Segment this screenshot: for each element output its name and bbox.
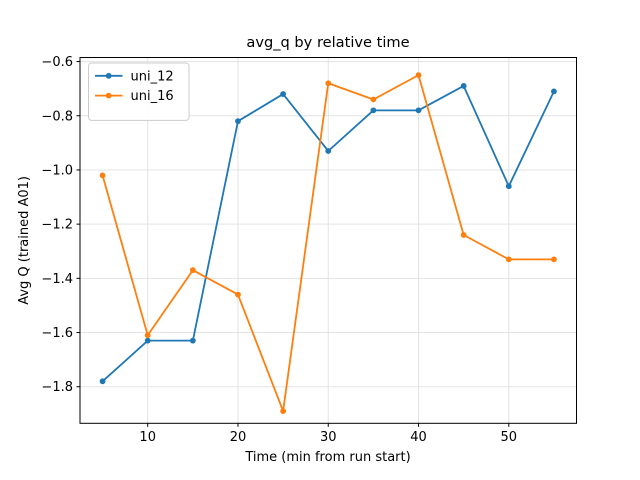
data-point-uni_16 [189, 267, 196, 274]
data-point-uni_16 [235, 291, 241, 298]
y-tick-label: −1.2 [41, 218, 73, 233]
legend-marker-dot [105, 72, 112, 79]
data-point-uni_12 [280, 91, 287, 97]
data-point-uni_12 [460, 83, 467, 89]
legend-entry-uni_16: uni_16 [95, 89, 174, 104]
y-tick-label: −1.4 [41, 272, 73, 287]
data-point-uni_16 [415, 72, 422, 79]
data-point-uni_16 [370, 96, 377, 103]
data-point-uni_16 [460, 232, 467, 238]
data-point-uni_12 [189, 337, 196, 344]
data-point-uni_12 [325, 148, 332, 154]
y-tick-label: −0.6 [41, 55, 73, 70]
data-point-uni_16 [144, 332, 151, 339]
data-point-uni_16 [280, 408, 287, 415]
data-point-uni_16 [551, 256, 557, 263]
data-point-uni_12 [144, 337, 151, 344]
legend: uni_12 uni_16 [88, 62, 190, 121]
data-point-uni_12 [415, 107, 422, 114]
y-tick-label: −1.8 [41, 380, 73, 395]
x-tick-label: 10 [139, 430, 156, 445]
data-point-uni_16 [325, 80, 332, 87]
data-point-uni_12 [551, 88, 557, 95]
y-tick-label: −0.8 [41, 109, 73, 124]
data-point-uni_12 [505, 183, 512, 190]
y-axis-label: Avg Q (trained A01) [17, 176, 32, 305]
data-series [99, 72, 557, 415]
x-tick-label: 30 [320, 430, 337, 445]
data-point-uni_16 [505, 256, 512, 263]
legend-label: uni_12 [131, 69, 174, 84]
x-tick-label: 50 [501, 430, 518, 445]
data-point-uni_12 [235, 118, 241, 125]
x-tick-label: 20 [230, 430, 247, 445]
legend-label: uni_16 [131, 89, 174, 104]
data-point-uni_12 [370, 107, 377, 114]
series-uni_16 [99, 72, 557, 415]
series-uni_12 [99, 83, 557, 385]
legend-marker-dot [105, 92, 112, 99]
axis-ticks: 10 20 30 40 50 −0.6 −0.8 −1.0 −1.2 −1.4 −1.6 −1.8 [41, 55, 517, 445]
legend-entry-uni_12: uni_12 [95, 69, 174, 84]
gridlines [80, 57, 577, 424]
legend-box [88, 62, 190, 121]
data-point-uni_12 [99, 378, 106, 385]
data-point-uni_16 [99, 172, 106, 179]
x-axis-label: Time (min from run start) [244, 450, 410, 465]
y-tick-label: −1.6 [41, 326, 73, 341]
y-tick-label: −1.0 [41, 163, 73, 178]
chart-title: avg_q by relative time [246, 34, 409, 51]
x-tick-label: 40 [410, 430, 427, 445]
